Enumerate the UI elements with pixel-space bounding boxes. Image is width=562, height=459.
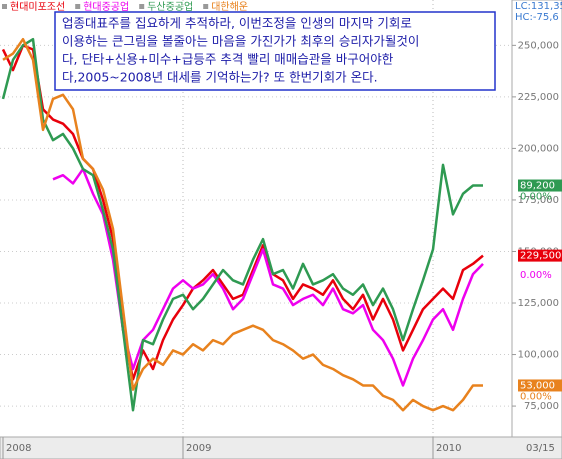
legend-label: 두산중공업 — [147, 0, 193, 13]
series-line — [1, 37, 483, 412]
annotation-line: 이용하는 큰그림을 볼줄아는 마음을 가진가가 최후의 승리자가될것이 — [62, 34, 419, 49]
price-label: 89,200 — [520, 181, 555, 192]
legend-label: 현대미포조선 — [10, 1, 65, 13]
price-box — [518, 379, 562, 392]
legend-swatch — [2, 4, 7, 9]
annotation-line: 다, 단타+신용+미수+급등주 추격 빨리 매매습관을 바구어야한 — [62, 52, 394, 67]
change-label: 0.00% — [520, 391, 552, 402]
price-label: 53,000 — [520, 380, 555, 391]
x-tick-label: 2010 — [436, 443, 461, 454]
legend-swatch — [139, 4, 145, 9]
corner-label: HC:-75,6 — [515, 12, 559, 23]
change-label: 0.00% — [520, 192, 552, 203]
y-axis-panel — [511, 0, 562, 438]
date-label: 03/15 — [526, 443, 555, 454]
y-tick-label: 125,000 — [518, 298, 559, 309]
legend-swatch — [75, 4, 81, 9]
price-box — [518, 249, 562, 262]
legend-label: 대한해운 — [211, 0, 248, 13]
annotation-line: 업종대표주를 집요하게 추적하라, 이번조정을 인생의 마지막 기회로 — [62, 16, 412, 31]
y-tick-label: 175,000 — [518, 195, 559, 206]
x-tick-label: 2008 — [6, 443, 31, 454]
price-box — [518, 179, 562, 192]
series-line — [2, 37, 483, 412]
legend-label: 현대중공업 — [83, 0, 129, 13]
y-tick-label: 250,000 — [518, 40, 559, 51]
price-label: 229,500 — [520, 251, 561, 262]
corner-label: LC:131,35 — [515, 1, 562, 12]
y-tick-label: 225,000 — [518, 92, 559, 103]
x-tick-label: 2009 — [186, 443, 211, 454]
change-label: 0.00% — [520, 270, 552, 281]
y-tick-label: 75,000 — [524, 401, 559, 412]
annotation-box — [54, 11, 496, 91]
y-tick-label: 200,000 — [518, 143, 559, 154]
y-tick-label: 100,000 — [518, 350, 559, 361]
annotation-line: 다,2005~2008년 대세를 기억하는가? 또 한번기회가 온다. — [62, 70, 378, 85]
x-axis-panel — [0, 436, 562, 459]
legend-swatch — [203, 4, 209, 9]
